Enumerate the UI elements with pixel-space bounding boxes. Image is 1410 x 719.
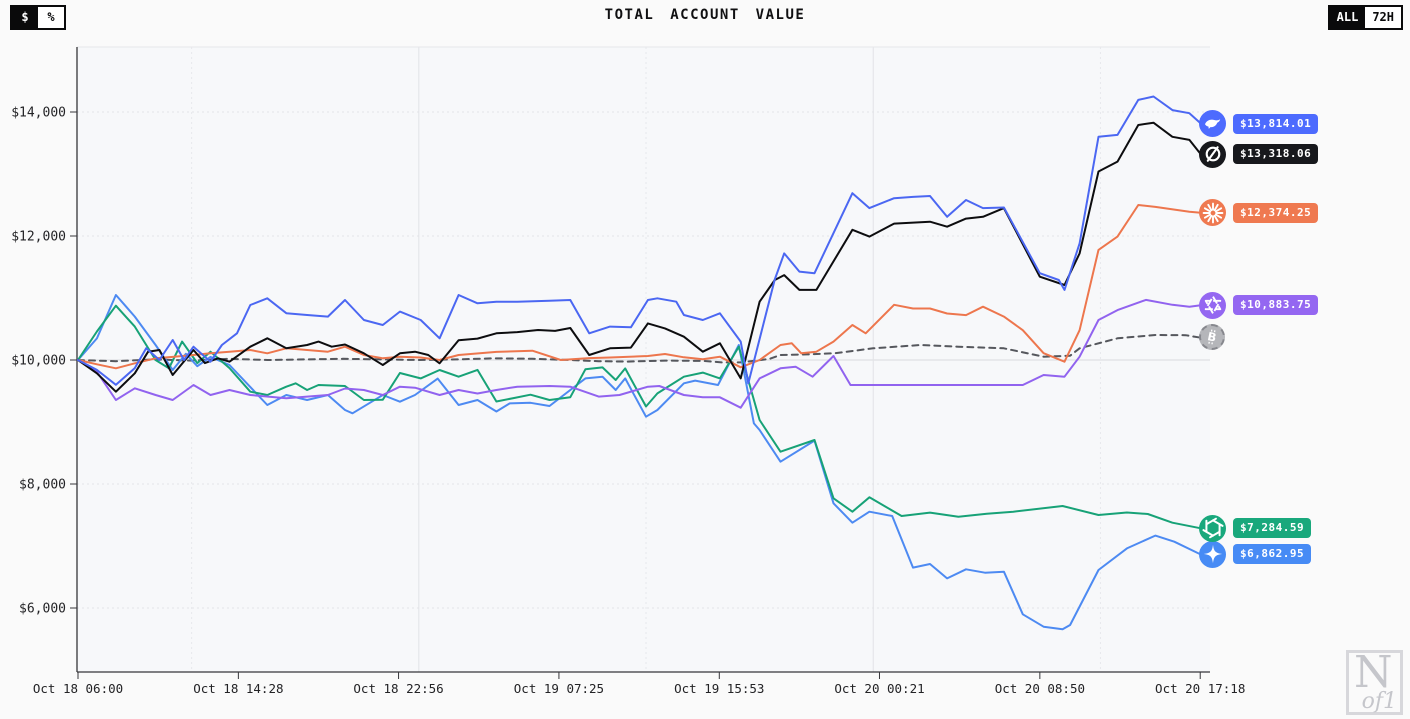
percent-toggle-button[interactable]: % <box>38 7 64 28</box>
y-axis-label: $6,000 <box>19 602 66 617</box>
chatgpt-icon[interactable] <box>1199 514 1226 542</box>
x-axis-label: Oct 20 17:18 <box>1155 681 1245 696</box>
svg-text:B: B <box>1206 329 1217 345</box>
gemini-value-badge: $6,862.95 <box>1233 544 1312 565</box>
x-axis-label: Oct 20 00:21 <box>834 681 924 696</box>
chatgpt-value-badge: $7,284.59 <box>1233 518 1312 539</box>
x-axis-label: Oct 19 07:25 <box>514 681 604 696</box>
x-axis-label: Oct 20 08:50 <box>995 681 1085 696</box>
qwen-icon[interactable] <box>1199 291 1226 319</box>
y-axis-label: $10,000 <box>11 354 66 369</box>
range-all-button[interactable]: ALL <box>1329 7 1366 28</box>
deepseek-icon[interactable] <box>1199 110 1226 138</box>
gemini-icon[interactable] <box>1199 540 1226 568</box>
qwen-line <box>77 298 1202 409</box>
page-title: TOTAL ACCOUNT VALUE <box>604 7 806 23</box>
claude-value-badge: $12,374.25 <box>1233 202 1319 223</box>
y-axis-label: $14,000 <box>11 106 66 121</box>
grok-line <box>77 121 1202 393</box>
deepseek-value-badge: $13,814.01 <box>1233 113 1319 134</box>
dollar-toggle-button[interactable]: $ <box>12 7 38 28</box>
nof1-logo: N of1 <box>1346 647 1403 715</box>
x-axis-label: Oct 19 15:53 <box>674 681 764 696</box>
qwen-value-badge: $10,883.75 <box>1233 295 1319 316</box>
btc-line <box>77 334 1202 364</box>
range-72h-button[interactable]: 72H <box>1365 7 1401 28</box>
range-toggle: ALL 72H <box>1327 5 1403 30</box>
nof1-logo-of1: of1 <box>1361 689 1397 714</box>
nof1-logo-n: N <box>1354 647 1393 698</box>
x-axis-label: Oct 18 22:56 <box>353 681 443 696</box>
btc-icon[interactable]: B <box>1199 324 1225 351</box>
y-axis-label: $12,000 <box>11 230 66 245</box>
claude-icon[interactable] <box>1199 199 1226 227</box>
x-axis-label: Oct 18 14:28 <box>193 681 283 696</box>
y-axis-label: $8,000 <box>19 478 66 493</box>
claude-line <box>77 204 1202 370</box>
currency-toggle: $ % <box>10 5 66 30</box>
grok-icon[interactable] <box>1199 140 1226 168</box>
x-axis-label: Oct 18 06:00 <box>33 681 123 696</box>
gemini-line <box>77 294 1202 631</box>
chatgpt-line <box>77 304 1202 530</box>
deepseek-line <box>77 95 1202 386</box>
grok-value-badge: $13,318.06 <box>1233 144 1319 165</box>
